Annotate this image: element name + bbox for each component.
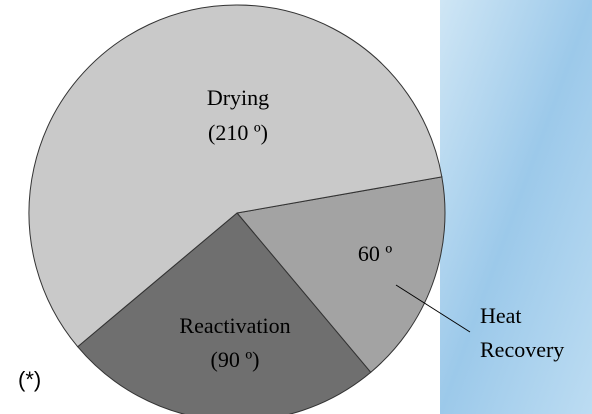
leader-line [395, 284, 471, 333]
pie-slice [28, 4, 443, 348]
pie-slice [76, 212, 372, 414]
annotation: (*) [18, 367, 41, 392]
pie-slice [236, 176, 446, 374]
value-label: (90 º) [211, 347, 260, 372]
value-label: 60 º [358, 241, 393, 266]
value-label: (210 º) [208, 120, 268, 145]
pie [28, 4, 446, 414]
category-label: Reactivation [179, 313, 290, 338]
category-label: Heat Recovery [480, 303, 564, 362]
category-label: Drying [207, 85, 269, 110]
background-panel [440, 0, 592, 414]
